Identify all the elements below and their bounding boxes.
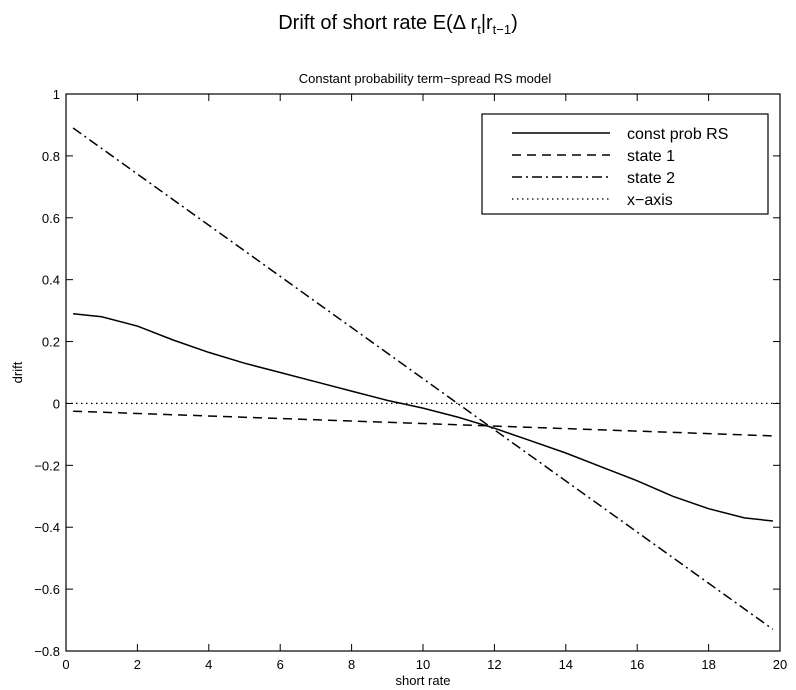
series-line-dashed bbox=[73, 411, 773, 436]
y-tick-label: 0.8 bbox=[42, 149, 60, 164]
y-tick-label: 0.2 bbox=[42, 335, 60, 350]
x-tick-label: 16 bbox=[630, 657, 644, 672]
legend: const prob RS state 1 state 2 x−axis bbox=[482, 114, 768, 214]
y-tick-label: −0.2 bbox=[34, 458, 60, 473]
x-tick-label: 4 bbox=[205, 657, 212, 672]
legend-label: state 1 bbox=[627, 148, 675, 165]
y-tick-label: 0 bbox=[53, 396, 60, 411]
chart-subtitle: Constant probability term−spread RS mode… bbox=[299, 71, 552, 86]
x-tick-label: 6 bbox=[277, 657, 284, 672]
y-tick-label: −0.6 bbox=[34, 582, 60, 597]
y-tick-label: 0.4 bbox=[42, 273, 60, 288]
y-tick-label: −0.4 bbox=[34, 520, 60, 535]
y-tick-label: −0.8 bbox=[34, 644, 60, 659]
x-tick-label: 18 bbox=[701, 657, 715, 672]
x-tick-label: 0 bbox=[62, 657, 69, 672]
x-tick-label: 14 bbox=[559, 657, 573, 672]
x-tick-label: 10 bbox=[416, 657, 430, 672]
y-tick-label: 0.6 bbox=[42, 211, 60, 226]
series-line-solid bbox=[73, 314, 773, 521]
x-tick-label: 20 bbox=[773, 657, 787, 672]
y-axis-label: drift bbox=[10, 361, 25, 383]
x-tick-label: 8 bbox=[348, 657, 355, 672]
legend-label: const prob RS bbox=[627, 126, 728, 143]
legend-label: x−axis bbox=[627, 192, 673, 209]
x-tick-label: 2 bbox=[134, 657, 141, 672]
y-tick-label: 1 bbox=[53, 87, 60, 102]
legend-label: state 2 bbox=[627, 170, 675, 187]
x-axis-label: short rate bbox=[396, 673, 451, 688]
x-tick-label: 12 bbox=[487, 657, 501, 672]
